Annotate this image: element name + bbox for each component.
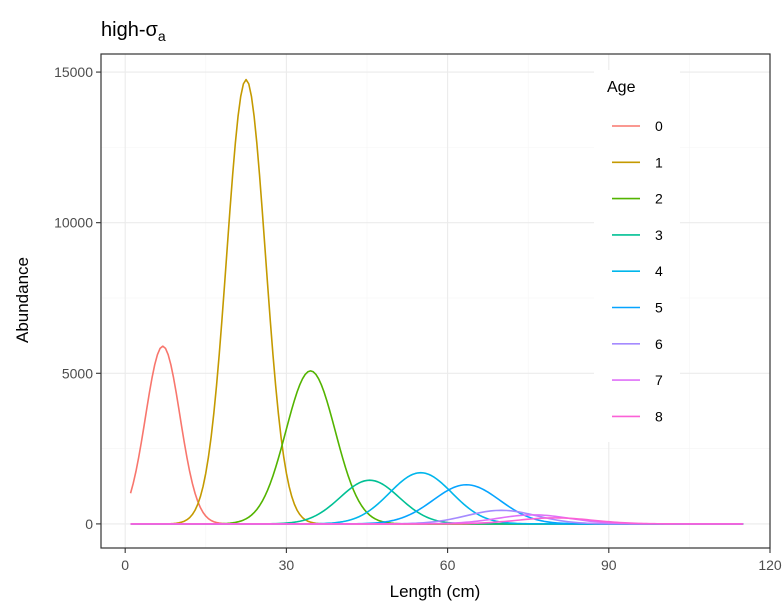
legend-label: 5: [655, 300, 663, 316]
legend-item-age-8: 8: [612, 408, 663, 424]
legend-label: 3: [655, 227, 663, 243]
legend-item-age-1: 1: [612, 154, 663, 170]
series-line-age-7: [130, 514, 744, 525]
legend: Age 0 1 2 3 4 5 6 7 8: [594, 70, 680, 442]
series-lines: [129, 78, 744, 525]
x-axis-title: Length (cm): [390, 582, 481, 601]
plot-panel: Age 0 1 2 3 4 5 6 7 8: [100, 53, 771, 549]
x-tick-label: 120: [758, 557, 782, 573]
y-tick-label: 15000: [54, 64, 93, 80]
series-line-age-3: [130, 479, 744, 525]
chart-title: high-σa: [101, 19, 166, 44]
legend-item-age-3: 3: [612, 227, 663, 243]
legend-label: 0: [655, 118, 663, 134]
chart-title-main: high-: [101, 19, 145, 41]
legend-item-age-6: 6: [612, 336, 663, 352]
x-axis: 0 30 60 90 120: [121, 548, 782, 573]
legend-item-age-7: 7: [612, 372, 663, 388]
legend-label: 6: [655, 336, 663, 352]
series-line-age-5: [130, 483, 744, 525]
legend-label: 7: [655, 372, 663, 388]
y-tick-label: 5000: [62, 365, 93, 381]
legend-title: Age: [607, 79, 636, 96]
legend-items: 0 1 2 3 4 5 6 7 8: [612, 118, 663, 424]
y-tick-label: 0: [85, 516, 93, 532]
legend-item-age-0: 0: [612, 118, 663, 134]
x-tick-label: 30: [279, 557, 295, 573]
panel-border: [100, 53, 771, 549]
legend-item-age-2: 2: [612, 191, 663, 207]
chart-title-subscript: a: [158, 28, 166, 44]
legend-label: 2: [655, 191, 663, 207]
y-axis: 0 5000 10000 15000: [54, 64, 101, 532]
x-tick-label: 0: [121, 557, 129, 573]
series-line-age-8: [130, 517, 744, 525]
legend-label: 8: [655, 408, 663, 424]
legend-item-age-4: 4: [612, 263, 663, 279]
series-line-age-6: [130, 509, 744, 525]
legend-label: 4: [655, 263, 663, 279]
legend-item-age-5: 5: [612, 300, 663, 316]
x-tick-label: 90: [601, 557, 617, 573]
y-tick-label: 10000: [54, 215, 93, 231]
chart-title-symbol: σ: [145, 19, 158, 41]
y-axis-title: Abundance: [13, 257, 32, 343]
x-tick-label: 60: [440, 557, 456, 573]
legend-label: 1: [655, 154, 663, 170]
